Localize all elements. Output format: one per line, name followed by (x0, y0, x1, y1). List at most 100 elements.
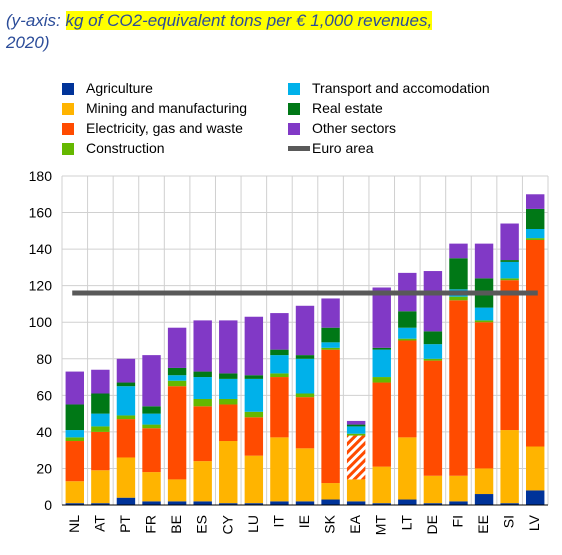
legend-swatch-agriculture (62, 83, 74, 95)
bar-segment-ee-7 (474, 243, 494, 279)
y-tick-label: 100 (29, 314, 53, 330)
x-tick-label: MT (373, 515, 389, 536)
bar-segment-at-2 (91, 470, 110, 504)
bar-segment-at-5 (91, 413, 110, 427)
bar-segment-it-3 (270, 377, 289, 438)
bar-segment-fi-2 (449, 475, 468, 502)
bar-segment-ea-1 (346, 501, 366, 505)
bar-segment-it-4 (270, 373, 289, 378)
y-tick-label: 0 (44, 497, 52, 513)
bar-segment-lu-5 (244, 378, 264, 412)
x-tick-label: IE (296, 515, 312, 528)
title-highlight: kg of CO2-equivalent tons per € 1,000 re… (65, 11, 433, 30)
y-tick-label: 80 (36, 351, 52, 367)
x-tick-label: AT (91, 515, 107, 532)
bar-segment-mt-6 (372, 347, 391, 350)
bar-segment-lt-3 (398, 340, 417, 438)
bar-segment-lu-4 (244, 411, 264, 418)
y-tick-label: 20 (36, 460, 52, 476)
bar-segment-at-6 (91, 393, 110, 414)
bar-segment-be-2 (167, 479, 187, 502)
bar-segment-ee-2 (474, 468, 494, 495)
bar-segment-ee-3 (474, 322, 494, 469)
bar-segment-at-4 (91, 426, 110, 432)
bar-segment-mt-4 (372, 377, 391, 383)
bar-segment-ee-5 (474, 307, 494, 321)
bar-segment-si-2 (500, 430, 519, 504)
bar-segment-mt-1 (372, 503, 391, 505)
bar-segment-si-3 (500, 280, 519, 431)
bar-segment-cy-1 (219, 503, 238, 505)
bar-segment-fr-6 (142, 406, 161, 414)
bar-segment-si-6 (500, 260, 519, 262)
legend-swatch-other (288, 123, 300, 135)
bar-segment-si-5 (500, 261, 519, 279)
bar-segment-pt-2 (116, 457, 136, 498)
x-tick-label: FR (143, 515, 159, 534)
bar-segment-it-7 (270, 313, 289, 350)
x-tick-label: LT (398, 515, 414, 531)
x-tick-label: EA (347, 514, 363, 533)
x-tick-label: BE (168, 515, 184, 534)
y-tick-label: 160 (29, 205, 53, 221)
bar-segment-mt-3 (372, 382, 391, 467)
bar-segment-cy-7 (219, 320, 238, 374)
legend-label: Mining and manufacturing (86, 100, 248, 116)
bar-segment-fi-7 (449, 243, 468, 259)
bar-segment-mt-7 (372, 287, 391, 348)
bar-segment-at-1 (91, 503, 110, 505)
x-tick-label: CY (219, 514, 235, 534)
bar-segment-es-7 (193, 320, 212, 372)
bar-segment-ee-4 (474, 320, 494, 323)
x-tick-label: NL (66, 515, 82, 533)
legend-label: Construction (86, 140, 165, 156)
bar-segment-de-7 (423, 271, 443, 332)
bar-segment-si-7 (500, 223, 519, 261)
bar-segment-pt-1 (116, 497, 136, 505)
x-tick-label: PT (117, 515, 133, 533)
bar-segment-es-6 (193, 371, 212, 378)
bar-segment-cy-3 (219, 404, 238, 442)
bar-segment-sk-3 (321, 349, 340, 484)
bar-segment-fi-6 (449, 258, 468, 290)
bar-segment-ea-2 (346, 479, 366, 502)
bar-segment-sk-5 (321, 342, 340, 348)
bar-segment-es-5 (193, 377, 212, 399)
bar-segment-lv-1 (526, 490, 545, 505)
bar-segment-it-5 (270, 355, 289, 374)
bar-segment-nl-6 (65, 404, 84, 431)
bar-segment-de-3 (423, 360, 443, 476)
bar-segment-fr-7 (142, 355, 161, 407)
bar-segment-es-3 (193, 406, 212, 462)
bar-segment-pt-5 (116, 386, 136, 416)
bar-segment-ie-2 (295, 448, 315, 502)
bar-segment-at-3 (91, 431, 110, 471)
bar-segment-si-1 (500, 503, 519, 505)
bar-segment-es-4 (193, 398, 212, 407)
bar-segment-lu-2 (244, 455, 264, 504)
bar-segment-nl-4 (65, 437, 84, 442)
bar-segment-sk-4 (321, 347, 340, 350)
bar-segment-nl-7 (65, 371, 84, 405)
y-axis: 0 20 40 60 80 100 120 140 160 180 (29, 168, 53, 513)
bar-segment-it-6 (270, 349, 289, 356)
bar-segment-pt-4 (116, 415, 136, 420)
bars (65, 194, 545, 505)
legend-label: Real estate (312, 100, 383, 116)
bar-segment-fi-4 (449, 296, 468, 301)
bar-segment-lu-7 (244, 316, 264, 376)
bar-segment-lu-6 (244, 375, 264, 379)
bar-segment-lu-3 (244, 417, 264, 456)
bar-segment-ie-5 (295, 358, 315, 394)
x-tick-label: FI (449, 515, 465, 527)
legend-label: Transport and accomodation (312, 80, 490, 96)
bar-segment-lt-4 (398, 338, 417, 341)
bar-segment-lv-2 (526, 446, 545, 491)
bar-segment-de-4 (423, 358, 443, 361)
x-axis: NL AT PT FR BE ES CY LU IT IE SK EA MT LT DE FI EE SI LV (62, 504, 548, 536)
legend-swatch-mining (62, 103, 74, 115)
bar-segment-ea-7 (346, 420, 366, 425)
bar-segment-ie-7 (295, 305, 315, 356)
bar-segment-lt-5 (398, 327, 417, 339)
